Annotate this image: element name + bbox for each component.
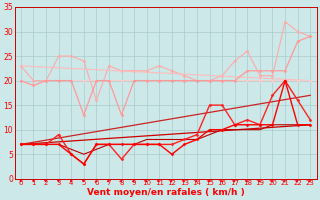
X-axis label: Vent moyen/en rafales ( km/h ): Vent moyen/en rafales ( km/h ) xyxy=(87,188,244,197)
